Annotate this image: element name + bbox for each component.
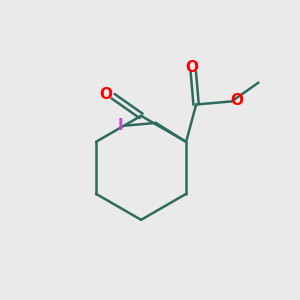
Text: I: I xyxy=(118,118,123,133)
Text: O: O xyxy=(99,87,112,102)
Text: O: O xyxy=(185,60,198,75)
Text: O: O xyxy=(230,93,244,108)
